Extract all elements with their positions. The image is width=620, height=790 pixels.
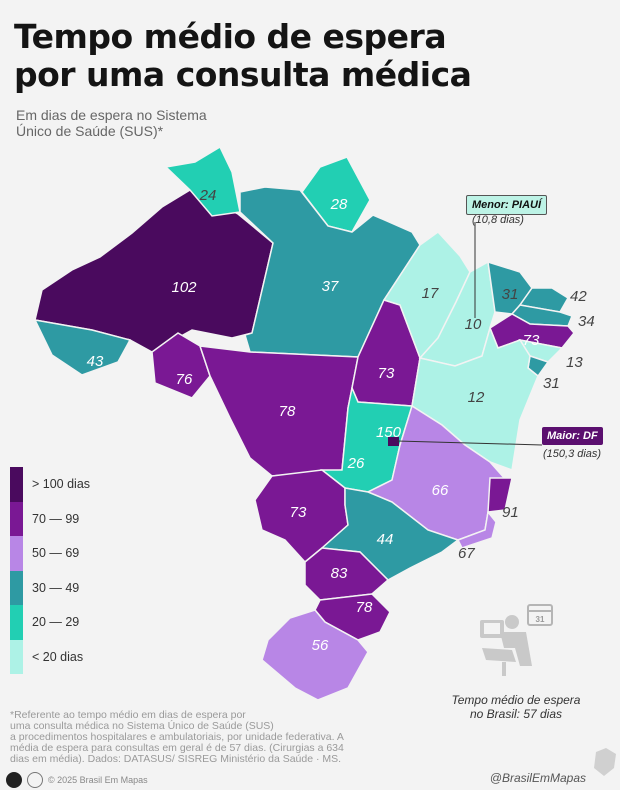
state-rr xyxy=(164,145,241,217)
label-pi: 10 xyxy=(465,316,482,333)
legend-label: 20 — 29 xyxy=(32,615,80,630)
state-sp xyxy=(320,487,460,581)
footnote: *Referente ao tempo médio em dias de esp… xyxy=(10,710,395,765)
subtitle-line-2: Único de Saúde (SUS)* xyxy=(16,123,164,139)
state-rn xyxy=(518,287,570,313)
legend-item: 70 — 99 xyxy=(10,501,90,536)
legend-item: < 20 dias xyxy=(10,639,90,674)
state-ac xyxy=(33,319,132,376)
label-pr: 83 xyxy=(331,565,348,582)
label-sc: 78 xyxy=(356,599,373,616)
label-se: 31 xyxy=(543,375,560,392)
footnote-line: dias em média). Dados: DATASUS/ SISREG M… xyxy=(10,753,342,765)
label-ce: 31 xyxy=(502,286,519,303)
legend-swatch xyxy=(10,536,23,571)
label-rr: 24 xyxy=(199,187,217,204)
copyright-text: © 2025 Brasil Em Mapas xyxy=(48,775,148,785)
legend-label: 30 — 49 xyxy=(32,580,80,595)
label-ac: 43 xyxy=(87,353,104,370)
label-pa: 37 xyxy=(322,278,339,295)
callout-max-label: Maior: DF xyxy=(542,427,603,445)
legend-swatch xyxy=(10,605,23,640)
label-rs: 56 xyxy=(312,637,329,654)
label-ap: 28 xyxy=(330,196,348,213)
average-line-1: Tempo médio de espera xyxy=(451,693,581,707)
legend-label: > 100 dias xyxy=(32,477,91,492)
subtitle-line-1: Em dias de espera no Sistema xyxy=(16,107,207,123)
label-ms: 73 xyxy=(290,504,307,521)
license-footer: © 2025 Brasil Em Mapas xyxy=(6,772,148,788)
label-to: 73 xyxy=(378,365,395,382)
legend-swatch xyxy=(10,467,23,502)
calendar-icon-text: 31 xyxy=(536,615,545,624)
label-mt: 78 xyxy=(279,403,296,420)
map-title: Tempo médio de espera por uma consulta m… xyxy=(14,18,494,94)
label-es: 91 xyxy=(502,504,519,521)
creative-commons-icon xyxy=(6,772,22,788)
legend-label: 50 — 69 xyxy=(32,546,80,561)
credit-handle: @BrasilEmMapas xyxy=(489,771,586,785)
label-mg: 66 xyxy=(432,482,449,499)
map-subtitle: Em dias de espera no Sistema Único de Sa… xyxy=(16,107,276,139)
legend-item: 50 — 69 xyxy=(10,536,90,571)
legend-swatch xyxy=(10,570,23,605)
average-line-2: no Brasil: 57 dias xyxy=(469,707,563,721)
label-go: 26 xyxy=(347,455,365,472)
legend-label: < 20 dias xyxy=(32,649,84,664)
legend-swatch xyxy=(10,501,23,536)
label-pe: 73 xyxy=(523,332,540,349)
label-am: 102 xyxy=(171,279,197,296)
label-ba: 12 xyxy=(468,389,485,406)
callout-max-value: (150,3 dias) xyxy=(543,448,602,460)
label-rn: 42 xyxy=(570,288,587,305)
state-pa xyxy=(239,186,421,358)
calendar-icon: 31 xyxy=(527,604,553,626)
state-rs xyxy=(261,609,369,701)
label-pb: 34 xyxy=(578,313,595,330)
legend-item: 20 — 29 xyxy=(10,605,90,640)
callout-min-label: Menor: PIAUÍ xyxy=(466,195,548,215)
doctor-patient-icon xyxy=(480,615,532,676)
legend-label: 70 — 99 xyxy=(32,511,80,526)
footnote-line: a procedimentos hospitalares e ambulator… xyxy=(10,731,344,743)
legend-swatch xyxy=(10,639,23,674)
state-rj xyxy=(456,510,497,549)
legend-item: 30 — 49 xyxy=(10,570,90,605)
label-rj: 67 xyxy=(458,545,475,562)
title-line-1: Tempo médio de espera xyxy=(14,17,447,56)
brand-map-logo-icon xyxy=(594,748,616,776)
label-ma: 17 xyxy=(422,285,439,302)
label-ro: 76 xyxy=(176,371,193,388)
state-df xyxy=(388,437,399,446)
callout-min-value: (10,8 dias) xyxy=(472,214,524,226)
state-es xyxy=(487,477,513,513)
legend: > 100 dias 70 — 99 50 — 69 30 — 49 20 — … xyxy=(10,467,90,674)
callout-max-line xyxy=(396,440,543,446)
footnote-line: média de espera para consultas em geral … xyxy=(10,742,344,754)
license-icon xyxy=(27,772,43,788)
footnote-line: uma consulta médica no Sistema Único de … xyxy=(10,720,274,732)
footnote-line: *Referente ao tempo médio em dias de esp… xyxy=(10,709,246,721)
title-line-2: por uma consulta médica xyxy=(14,55,472,94)
label-sp: 44 xyxy=(377,531,394,548)
label-al: 13 xyxy=(566,354,583,371)
legend-item: > 100 dias xyxy=(10,467,90,502)
label-df: 150 xyxy=(376,424,402,441)
average-note: Tempo médio de espera no Brasil: 57 dias xyxy=(436,693,596,721)
